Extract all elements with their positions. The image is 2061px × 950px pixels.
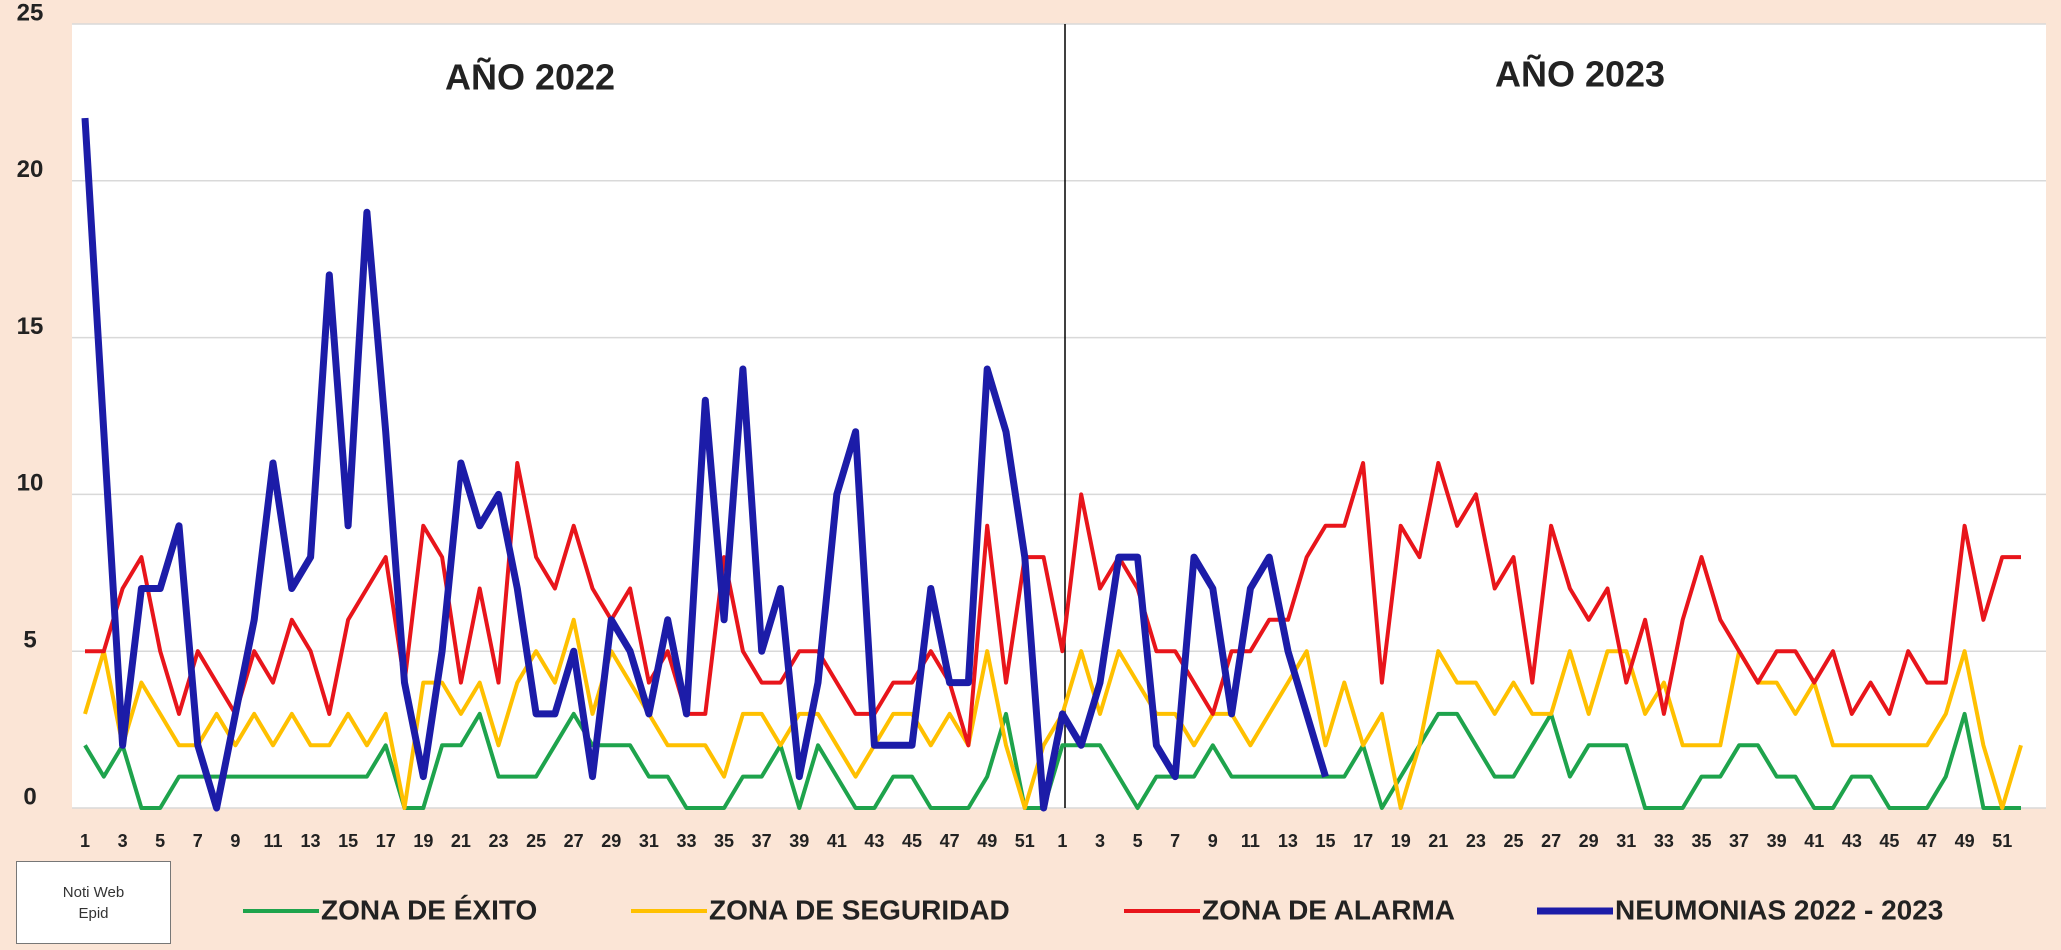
x-tick-label: 9 — [230, 831, 240, 851]
x-tick-label: 25 — [526, 831, 546, 851]
y-tick-label: 15 — [17, 313, 44, 340]
y-tick-label: 25 — [17, 0, 44, 26]
x-tick-label: 39 — [1767, 831, 1787, 851]
x-tick-label: 7 — [1170, 831, 1180, 851]
y-tick-label: 0 — [23, 783, 36, 810]
annotation: AÑO 2023 — [1495, 53, 1665, 95]
y-tick-label: 10 — [17, 470, 44, 497]
series-line — [81, 117, 1329, 812]
x-tick-label: 33 — [1654, 831, 1674, 851]
y-tick-label: 20 — [17, 156, 44, 183]
x-tick-label: 43 — [864, 831, 884, 851]
x-tick-label: 15 — [338, 831, 358, 851]
legend-label: ZONA DE ALARMA — [1202, 894, 1455, 925]
x-tick-label: 21 — [451, 831, 471, 851]
x-tick-label: 3 — [1095, 831, 1105, 851]
x-tick-label: 51 — [1015, 831, 1035, 851]
x-tick-label: 3 — [118, 831, 128, 851]
x-tick-label: 5 — [155, 831, 165, 851]
x-tick-label: 41 — [1804, 831, 1824, 851]
plot-area — [72, 24, 2046, 808]
x-tick-label: 51 — [1992, 831, 2012, 851]
x-tick-label: 17 — [376, 831, 396, 851]
x-tick-label: 37 — [1729, 831, 1749, 851]
x-tick-label: 45 — [902, 831, 922, 851]
x-tick-label: 35 — [1691, 831, 1711, 851]
x-tick-label: 29 — [1579, 831, 1599, 851]
x-tick-label: 5 — [1133, 831, 1143, 851]
x-tick-label: 27 — [1541, 831, 1561, 851]
x-tick-label: 31 — [639, 831, 659, 851]
series-line — [83, 617, 2023, 810]
x-tick-label: 9 — [1208, 831, 1218, 851]
x-tick-label: 47 — [1917, 831, 1937, 851]
x-tick-label: 23 — [488, 831, 508, 851]
x-tick-label: 11 — [1241, 831, 1260, 851]
x-tick-label: 1 — [1057, 831, 1067, 851]
x-tick-label: 41 — [827, 831, 847, 851]
annotation: AÑO 2022 — [445, 56, 615, 98]
x-tick-label: 31 — [1616, 831, 1636, 851]
x-tick-label: 43 — [1842, 831, 1862, 851]
legend-label: ZONA DE SEGURIDAD — [709, 894, 1010, 925]
x-tick-label: 1 — [80, 831, 90, 851]
x-tick-label: 37 — [752, 831, 772, 851]
x-tick-label: 39 — [789, 831, 809, 851]
source-note: Noti Web Epid — [16, 861, 171, 944]
x-tick-label: 23 — [1466, 831, 1486, 851]
x-tick-label: 15 — [1316, 831, 1336, 851]
legend-label: NEUMONIAS 2022 - 2023 — [1615, 894, 1943, 925]
x-tick-label: 49 — [977, 831, 997, 851]
x-tick-label: 35 — [714, 831, 734, 851]
y-tick-label: 5 — [23, 627, 36, 654]
x-tick-label: 19 — [413, 831, 433, 851]
x-tick-label: 11 — [263, 831, 282, 851]
legend-label: ZONA DE ÉXITO — [321, 894, 537, 925]
x-tick-label: 45 — [1879, 831, 1899, 851]
x-tick-label: 33 — [676, 831, 696, 851]
x-tick-label: 7 — [193, 831, 203, 851]
x-tick-label: 47 — [940, 831, 960, 851]
x-tick-label: 27 — [564, 831, 584, 851]
x-tick-label: 13 — [301, 831, 321, 851]
x-tick-label: 19 — [1391, 831, 1411, 851]
x-tick-label: 29 — [601, 831, 621, 851]
x-tick-label: 21 — [1428, 831, 1448, 851]
series-line — [85, 461, 2021, 748]
x-tick-label: 25 — [1503, 831, 1523, 851]
x-tick-label: 49 — [1955, 831, 1975, 851]
x-tick-label: 17 — [1353, 831, 1373, 851]
x-tick-label: 13 — [1278, 831, 1298, 851]
